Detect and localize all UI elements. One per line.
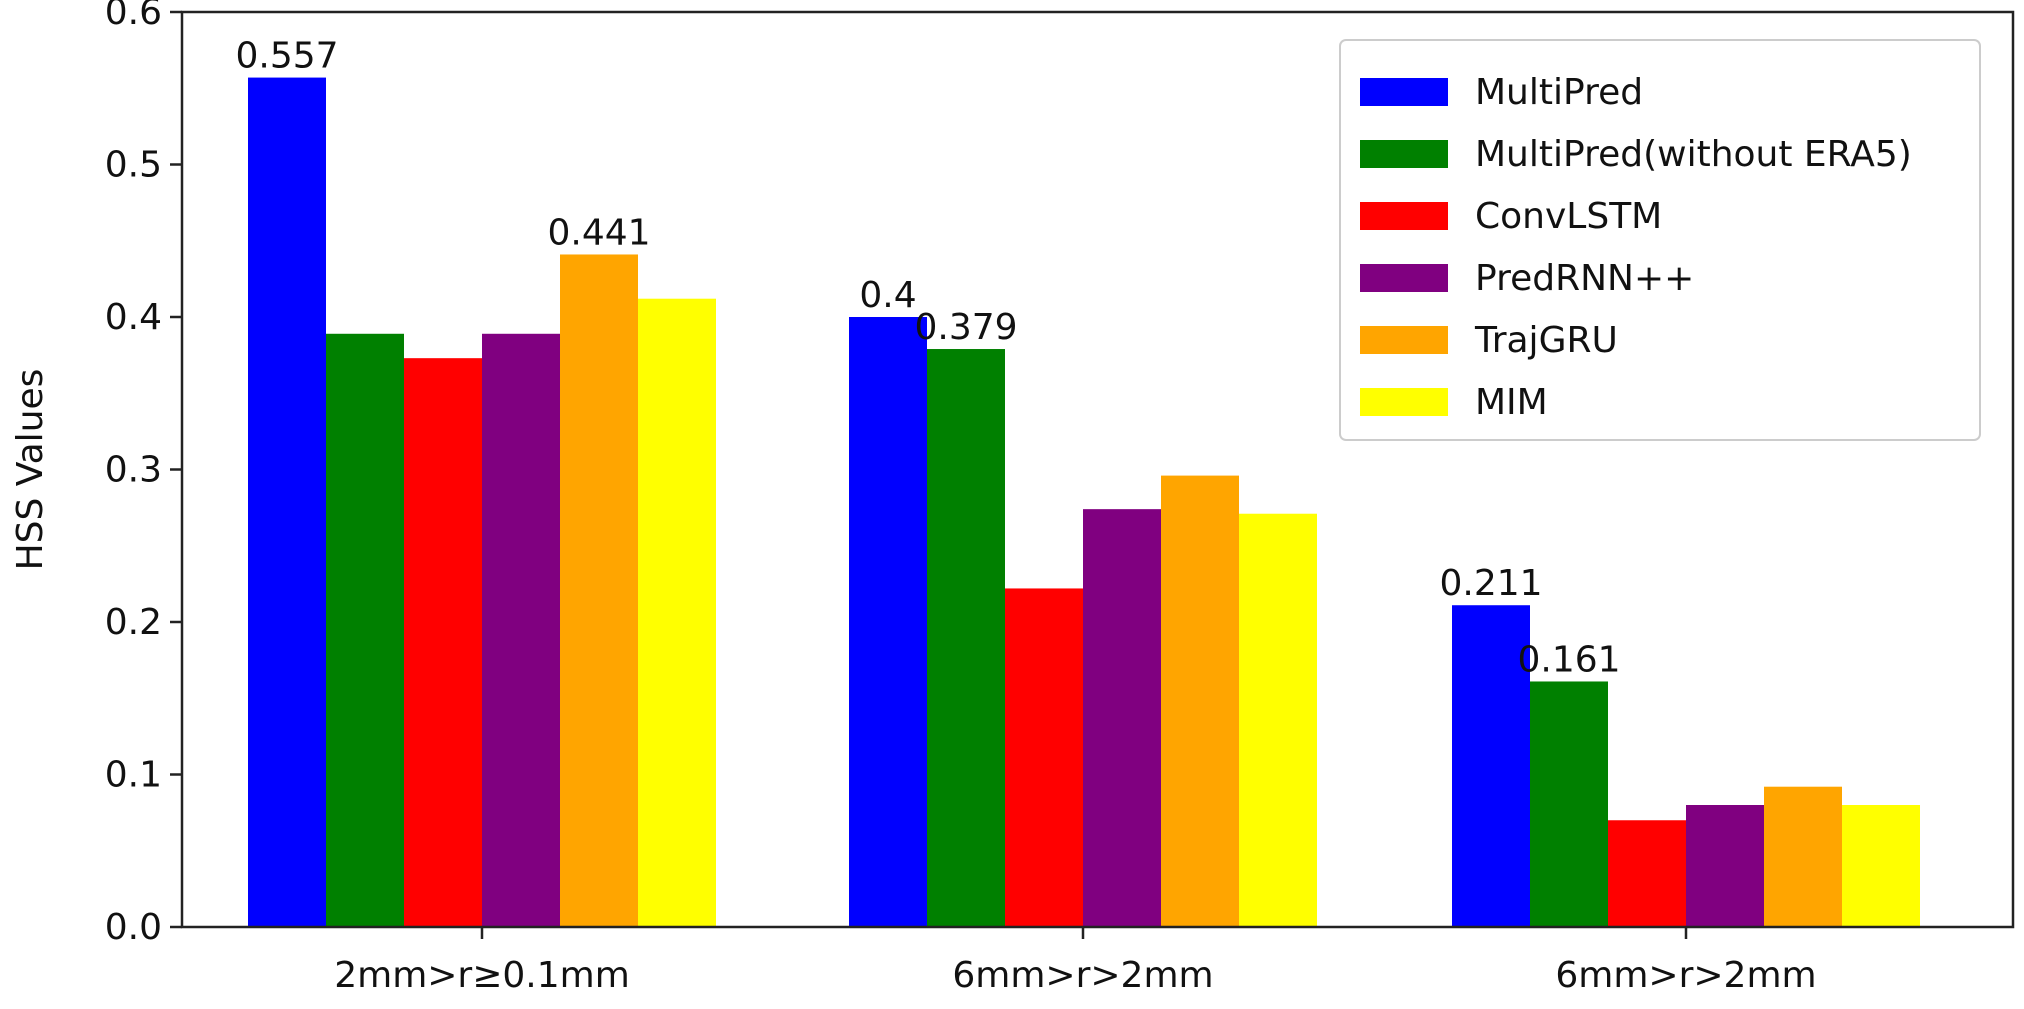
y-axis-title: HSS Values [10,369,51,571]
bar-trajgru-1 [1161,475,1239,927]
y-tick-label: 0.3 [105,450,162,491]
x-tick-label: 2mm>r≥0.1mm [334,955,630,996]
bar-multipred-1 [849,317,927,927]
bar-trajgru-0 [560,254,638,928]
bar-multipred-without-era5--1 [927,349,1005,927]
axes-layer: 0.0 0.1 0.2 0.3 0.4 0.5 0.6 2mm>r≥0.1mm 6mm>r>2m… [10,0,2015,996]
legend-swatch [1360,388,1448,416]
legend-swatch [1360,326,1448,354]
legend-swatch [1360,78,1448,106]
bar-multipred-without-era5--0 [326,333,404,927]
bar-multipred-without-era5--2 [1530,681,1608,927]
bar-trajgru-2 [1764,786,1842,927]
y-tick-label: 0.6 [105,0,162,33]
bar-mim-2 [1842,805,1920,927]
legend-label: PredRNN++ [1475,258,1694,299]
bar-mim-0 [638,298,716,927]
x-tick-label: 6mm>r>2mm [952,955,1213,996]
legend-swatch [1360,140,1448,168]
legend-label: TrajGRU [1474,320,1618,361]
bar-predrnn--2 [1686,805,1764,927]
bar-predrnn--0 [482,333,560,927]
legend-label: MIM [1475,382,1548,423]
y-tick-label: 0.2 [105,602,162,643]
bar-mim-1 [1239,513,1317,927]
bar-convlstm-2 [1608,820,1686,927]
legend-label: ConvLSTM [1475,196,1662,237]
data-labels-layer: 0.557 0.441 0.40.379 0.211 0.161 [235,36,1620,681]
legend-swatch [1360,264,1448,292]
data-label: 0.379 [914,307,1017,348]
legend-swatch [1360,202,1448,230]
bars-layer [248,77,1920,928]
data-label: 0.211 [1439,563,1542,604]
legend-label: MultiPred [1475,72,1643,113]
y-tick-label: 0.4 [105,297,162,338]
legend: MultiPred MultiPred(without ERA5) ConvLSTM… [1339,39,1981,441]
y-tick-label: 0.1 [105,755,162,796]
data-label: 0.557 [235,36,338,77]
data-label: 0.161 [1517,639,1620,680]
bar-convlstm-0 [404,358,482,927]
bar-predrnn--1 [1083,509,1161,927]
legend-label: MultiPred(without ERA5) [1475,134,1912,175]
data-label: 0.441 [547,212,650,253]
y-tick-label: 0.5 [105,145,162,186]
bar-multipred-2 [1452,605,1530,927]
x-tick-label: 6mm>r>2mm [1555,955,1816,996]
legend-box [1339,39,1981,441]
y-tick-label: 0.0 [105,907,162,948]
data-label: 0.4 [859,275,916,316]
bar-convlstm-1 [1005,588,1083,927]
bar-multipred-0 [248,77,326,927]
